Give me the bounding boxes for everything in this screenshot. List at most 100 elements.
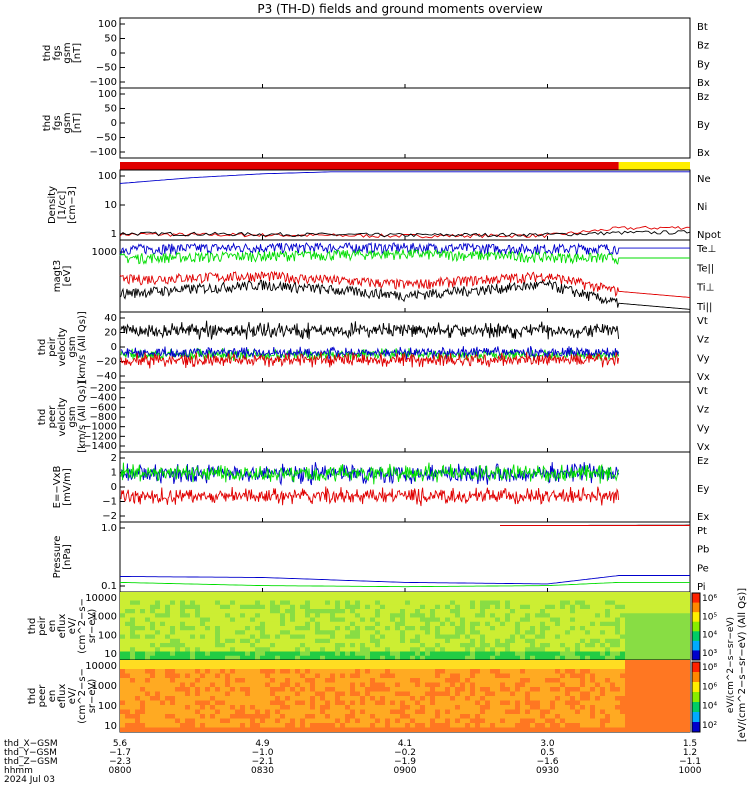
heatmap-cell	[355, 651, 361, 657]
ylabel-line: gsm	[67, 406, 78, 427]
heatmap-cell	[405, 678, 411, 683]
heatmap-cell	[225, 613, 231, 618]
heatmap-cell	[485, 696, 491, 701]
xaxis-value: 1.2	[683, 748, 697, 758]
heatmap-cell	[615, 626, 621, 631]
heatmap-cell	[565, 664, 571, 670]
heatmap-cell	[245, 696, 251, 701]
heatmap-cell	[375, 714, 381, 719]
ytick-label: −200	[90, 383, 117, 394]
heatmap-cell	[665, 727, 671, 732]
heatmap-cell	[495, 655, 501, 660]
heatmap-cell	[575, 596, 581, 601]
heatmap-cell	[615, 723, 621, 728]
heatmap-cell	[450, 696, 456, 701]
heatmap-cell	[395, 696, 401, 701]
heatmap-cell	[415, 723, 421, 728]
heatmap-cell	[460, 691, 466, 697]
heatmap-cell	[490, 664, 496, 670]
heatmap-cell	[640, 718, 646, 724]
heatmap-cell	[530, 709, 536, 715]
heatmap-cell	[355, 682, 361, 688]
heatmap-cell	[520, 655, 526, 660]
heatmap-cell	[385, 647, 391, 652]
heatmap-cell	[245, 621, 251, 627]
heatmap-cell	[665, 714, 671, 719]
heatmap-cell	[635, 664, 641, 670]
heatmap-cell	[550, 626, 556, 631]
heatmap-cell	[655, 655, 661, 660]
heatmap-cell	[635, 604, 641, 610]
heatmap-cell	[180, 592, 186, 597]
heatmap-cell	[360, 630, 366, 635]
heatmap-cell	[170, 682, 176, 688]
heatmap-cell	[265, 600, 271, 606]
heatmap-cell	[450, 655, 456, 660]
heatmap-cell	[390, 696, 396, 701]
heatmap-cell	[430, 634, 436, 640]
heatmap-cell	[555, 651, 561, 657]
heatmap-cell	[230, 660, 236, 665]
heatmap-cell	[220, 643, 226, 648]
heatmap-cell	[120, 613, 126, 618]
heatmap-cell	[555, 643, 561, 648]
heatmap-cell	[600, 643, 606, 648]
heatmap-cell	[590, 660, 596, 665]
heatmap-cell	[490, 596, 496, 601]
heatmap-cell	[440, 687, 446, 692]
heatmap-cell	[400, 700, 406, 706]
heatmap-cell	[680, 709, 686, 715]
heatmap-cell	[385, 643, 391, 648]
heatmap-cell	[215, 647, 221, 652]
heatmap-cell	[360, 600, 366, 606]
heatmap-cell	[530, 592, 536, 597]
heatmap-cell	[520, 617, 526, 623]
heatmap-cell	[610, 613, 616, 618]
heatmap-cell	[675, 696, 681, 701]
heatmap-cell	[575, 723, 581, 728]
heatmap-cell	[405, 700, 411, 706]
heatmap-cell	[545, 651, 551, 657]
heatmap-cell	[590, 617, 596, 623]
ytick-label: 0.1	[101, 581, 117, 592]
heatmap-cell	[390, 638, 396, 644]
heatmap-cell	[560, 638, 566, 644]
heatmap-cell	[365, 723, 371, 728]
heatmap-cell	[670, 669, 676, 674]
heatmap-cell	[370, 727, 376, 732]
heatmap-cell	[230, 673, 236, 679]
heatmap-cell	[250, 596, 256, 601]
heatmap-cell	[265, 709, 271, 715]
heatmap-cell	[490, 630, 496, 635]
ytick-label: −400	[90, 393, 117, 404]
heatmap-cell	[445, 617, 451, 623]
heatmap-cell	[615, 700, 621, 706]
heatmap-cell	[580, 678, 586, 683]
heatmap-cell	[400, 647, 406, 652]
heatmap-cell	[670, 592, 676, 597]
heatmap-cell	[320, 723, 326, 728]
heatmap-cell	[205, 621, 211, 627]
heatmap-cell	[285, 664, 291, 670]
heatmap-cell	[415, 604, 421, 610]
heatmap-cell	[625, 596, 631, 601]
heatmap-cell	[685, 696, 690, 701]
heatmap-cell	[475, 647, 481, 652]
heatmap-cell	[260, 718, 266, 724]
legend-entry: Vx	[697, 442, 710, 453]
heatmap-cell	[305, 669, 311, 674]
heatmap-cell	[340, 643, 346, 648]
heatmap-cell	[210, 696, 216, 701]
heatmap-cell	[660, 691, 666, 697]
heatmap-cell	[235, 660, 241, 665]
heatmap-cell	[420, 696, 426, 701]
heatmap-cell	[120, 709, 126, 715]
heatmap-cell	[550, 643, 556, 648]
heatmap-cell	[320, 655, 326, 660]
heatmap-cell	[430, 705, 436, 710]
heatmap-cell	[600, 647, 606, 652]
heatmap-cell	[440, 613, 446, 618]
heatmap-cell	[675, 621, 681, 627]
heatmap-cell	[295, 709, 301, 715]
